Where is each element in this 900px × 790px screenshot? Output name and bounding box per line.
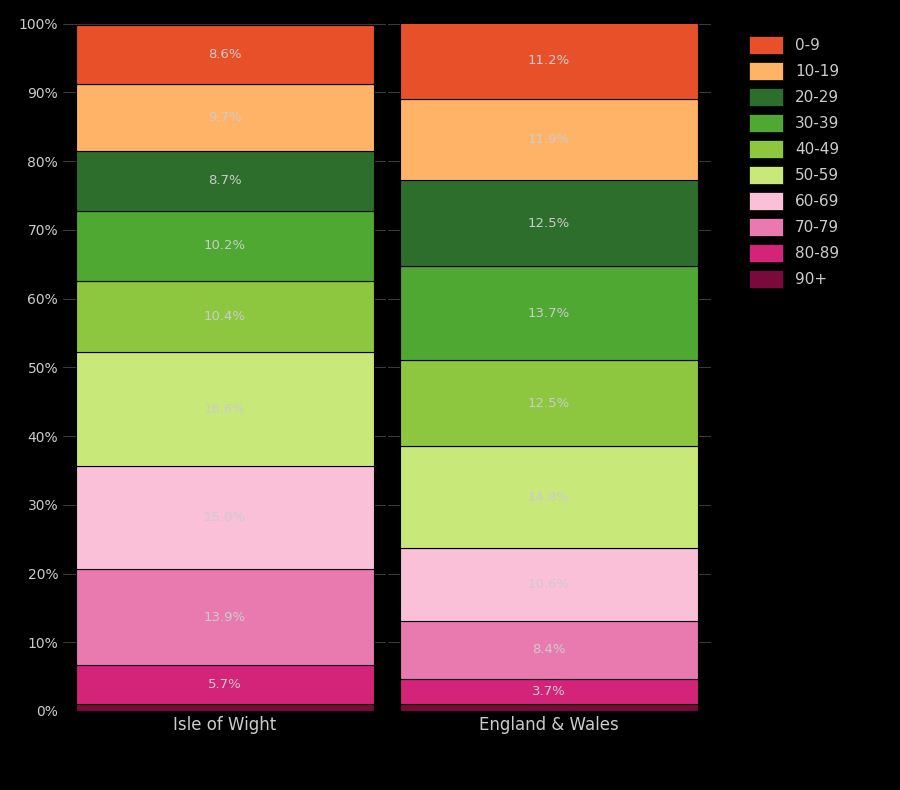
Bar [76, 25, 374, 85]
Bar [76, 352, 374, 466]
Bar [400, 704, 698, 711]
Text: 8.7%: 8.7% [208, 175, 242, 187]
Bar [76, 466, 374, 570]
Text: 9.7%: 9.7% [208, 111, 242, 124]
Text: 11.2%: 11.2% [528, 54, 570, 66]
Text: 10.2%: 10.2% [204, 239, 246, 252]
Text: 10.4%: 10.4% [204, 310, 246, 323]
Text: 12.5%: 12.5% [528, 397, 570, 410]
Bar [400, 446, 698, 548]
Text: 11.9%: 11.9% [528, 133, 570, 146]
Bar [400, 548, 698, 621]
Text: 3.7%: 3.7% [532, 685, 566, 698]
Bar [400, 621, 698, 679]
Text: 14.8%: 14.8% [528, 491, 570, 504]
Bar [400, 679, 698, 704]
Text: 8.6%: 8.6% [208, 48, 242, 61]
Text: 10.6%: 10.6% [528, 578, 570, 591]
Bar [400, 360, 698, 446]
Bar [76, 665, 374, 704]
Bar [76, 151, 374, 211]
Bar [400, 21, 698, 99]
Bar [400, 99, 698, 180]
Text: 13.9%: 13.9% [204, 611, 246, 623]
Text: 12.5%: 12.5% [528, 217, 570, 230]
Bar [76, 280, 374, 352]
Bar [400, 266, 698, 360]
Text: 13.7%: 13.7% [528, 307, 570, 320]
Text: 16.6%: 16.6% [204, 403, 246, 416]
Bar [76, 704, 374, 711]
Text: 15.0%: 15.0% [204, 511, 246, 525]
Bar [400, 180, 698, 266]
Bar [76, 85, 374, 151]
Bar [76, 570, 374, 665]
Text: 8.4%: 8.4% [532, 643, 566, 656]
Legend: 0-9, 10-19, 20-29, 30-39, 40-49, 50-59, 60-69, 70-79, 80-89, 90+: 0-9, 10-19, 20-29, 30-39, 40-49, 50-59, … [744, 32, 844, 292]
Text: 5.7%: 5.7% [208, 678, 242, 691]
Bar [76, 211, 374, 280]
